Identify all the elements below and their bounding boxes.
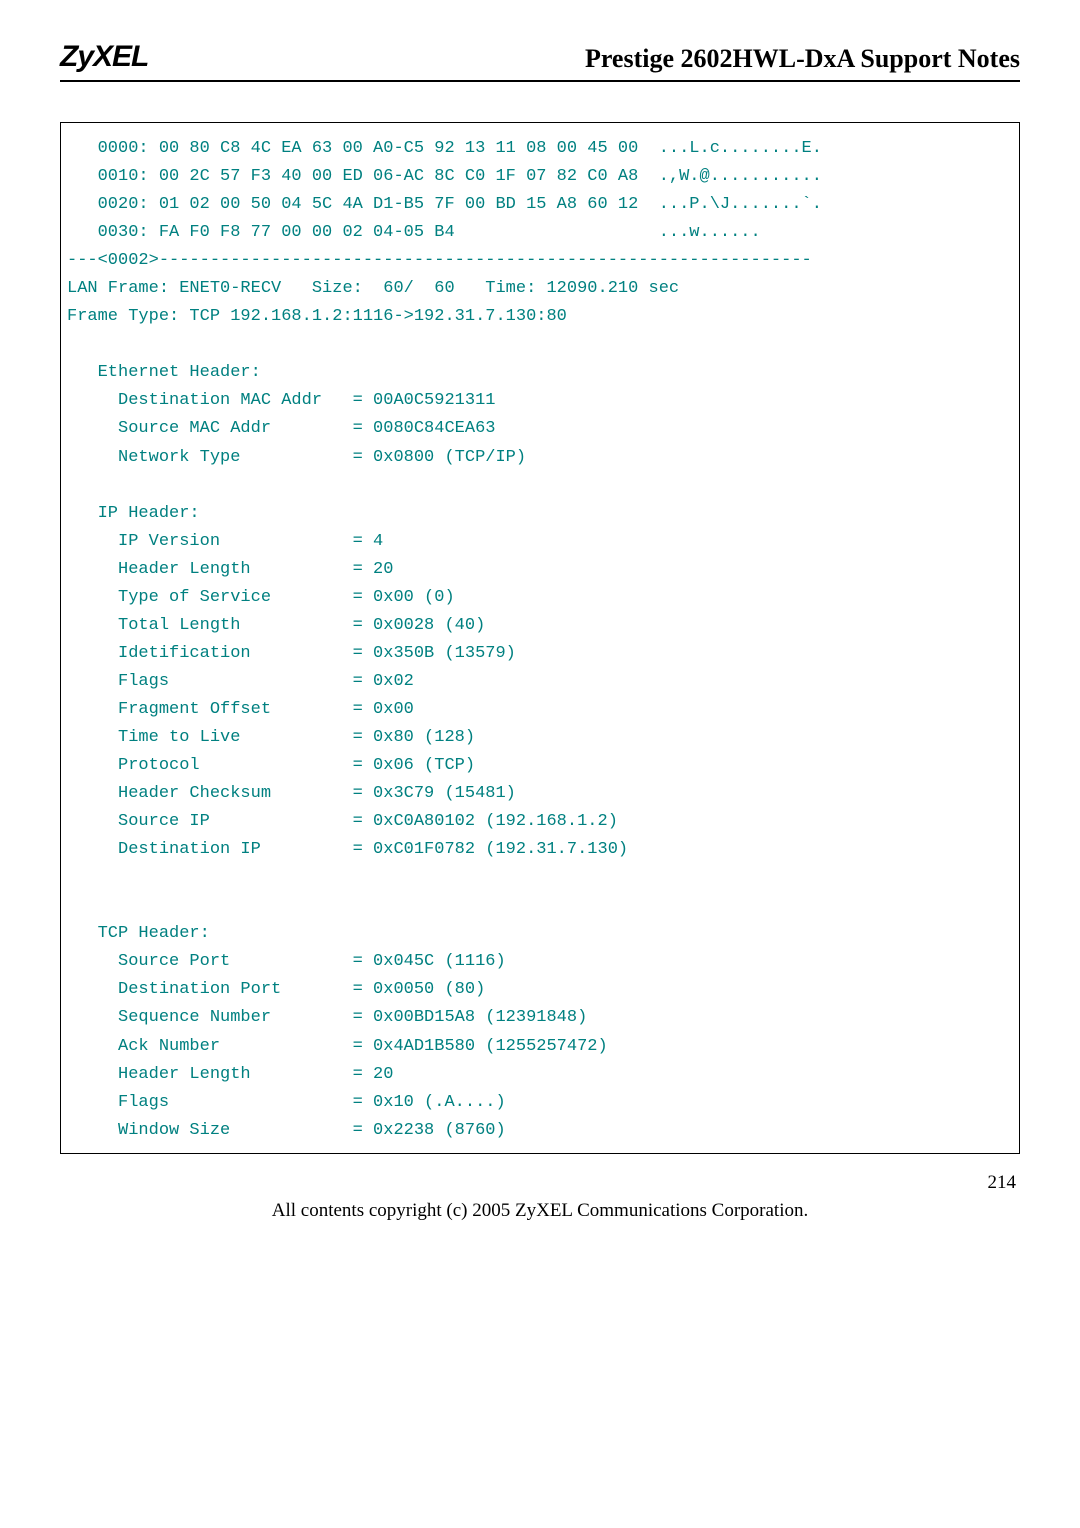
packet-trace-box: 0000: 00 80 C8 4C EA 63 00 A0-C5 92 13 1… [60,122,1020,1154]
page-header: ZyXEL Prestige 2602HWL-DxA Support Notes [60,40,1020,82]
document-title: Prestige 2602HWL-DxA Support Notes [585,44,1020,74]
page-number: 214 [60,1172,1020,1194]
page-footer: 214 All contents copyright (c) 2005 ZyXE… [60,1172,1020,1222]
brand-logo: ZyXEL [60,40,148,74]
copyright-text: All contents copyright (c) 2005 ZyXEL Co… [60,1200,1020,1222]
page-container: ZyXEL Prestige 2602HWL-DxA Support Notes… [0,0,1080,1252]
